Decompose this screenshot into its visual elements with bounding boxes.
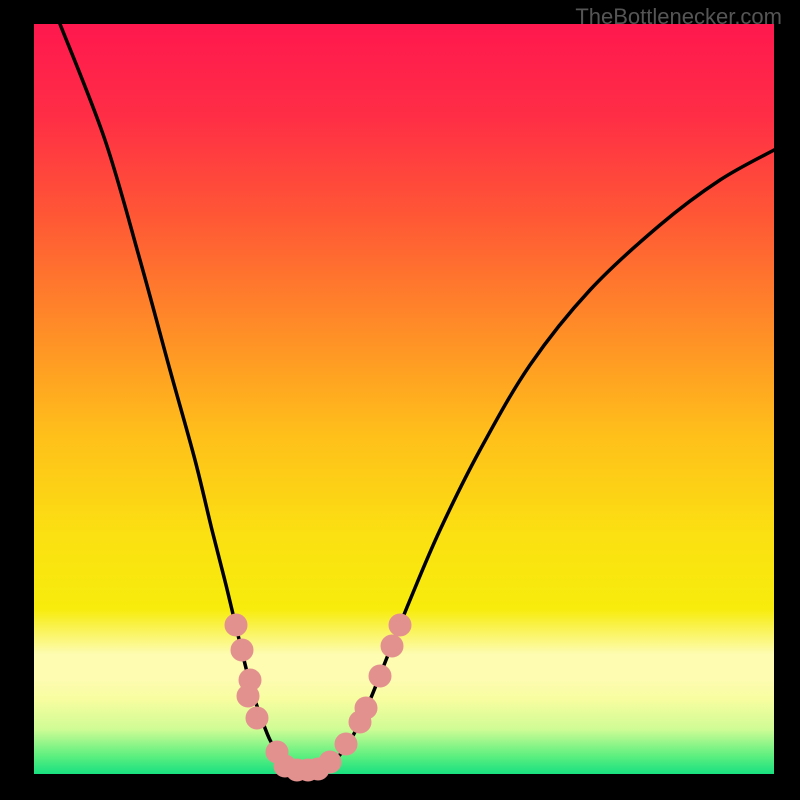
data-marker bbox=[246, 707, 268, 729]
watermark-text: TheBottlenecker.com bbox=[575, 4, 782, 30]
data-marker bbox=[225, 614, 247, 636]
data-marker bbox=[231, 639, 253, 661]
data-marker bbox=[355, 697, 377, 719]
chart-background-gradient bbox=[34, 24, 774, 774]
data-marker bbox=[237, 685, 259, 707]
data-marker bbox=[335, 733, 357, 755]
data-marker bbox=[381, 635, 403, 657]
data-marker bbox=[319, 751, 341, 773]
data-marker bbox=[369, 665, 391, 687]
data-marker bbox=[389, 614, 411, 636]
